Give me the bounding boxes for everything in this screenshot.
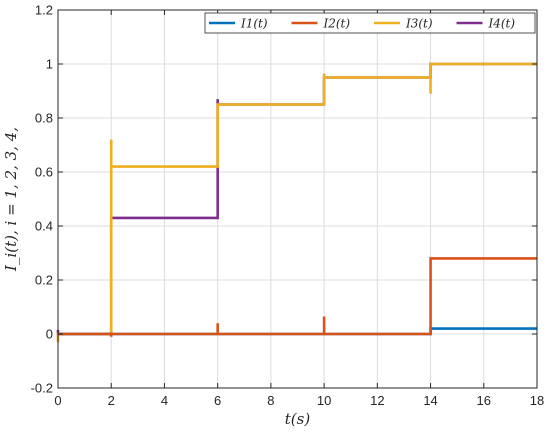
plot-frame (57, 9, 538, 389)
y-axis-label: I_i(t), i = 1, 2, 3, 4, (2, 127, 20, 272)
x-tick-label-4: 8 (267, 393, 274, 408)
y-tick-label-5: 0.8 (35, 111, 53, 126)
x-tick-label-0: 0 (54, 393, 61, 408)
legend-label-3: I3(t) (405, 17, 433, 31)
y-tick-label-0: -0.2 (31, 381, 53, 396)
legend-label-4: I4(t) (488, 17, 516, 31)
series-line-2 (58, 257, 537, 337)
x-tick-label-3: 6 (214, 393, 221, 408)
y-tick-label-3: 0.4 (35, 219, 53, 234)
x-tick-labels: 0 2 4 6 8 10 12 14 16 18 (54, 393, 544, 408)
x-tick-label-1: 2 (108, 393, 115, 408)
x-tick-label-6: 12 (370, 393, 384, 408)
legend-label-2: I2(t) (323, 17, 351, 31)
x-tick-label-7: 14 (423, 393, 437, 408)
legend: I1(t) I2(t) I3(t) I4(t) (204, 12, 536, 34)
y-tick-label-7: 1.2 (35, 3, 53, 18)
legend-box (204, 12, 536, 34)
x-tick-label-9: 18 (530, 393, 544, 408)
y-tick-label-2: 0.2 (35, 273, 53, 288)
y-tick-label-1: 0 (46, 327, 53, 342)
y-tick-label-4: 0.6 (35, 165, 53, 180)
x-tick-label-5: 10 (317, 393, 331, 408)
x-axis-label: t(s) (285, 410, 311, 428)
legend-label-1: I1(t) (240, 17, 268, 31)
tick-marks (57, 9, 538, 389)
x-tick-label-8: 16 (477, 393, 491, 408)
x-tick-label-2: 4 (161, 393, 168, 408)
y-tick-labels: -0.2 0 0.2 0.4 0.6 0.8 1 1.2 (31, 3, 53, 396)
y-tick-label-6: 1 (46, 57, 53, 72)
